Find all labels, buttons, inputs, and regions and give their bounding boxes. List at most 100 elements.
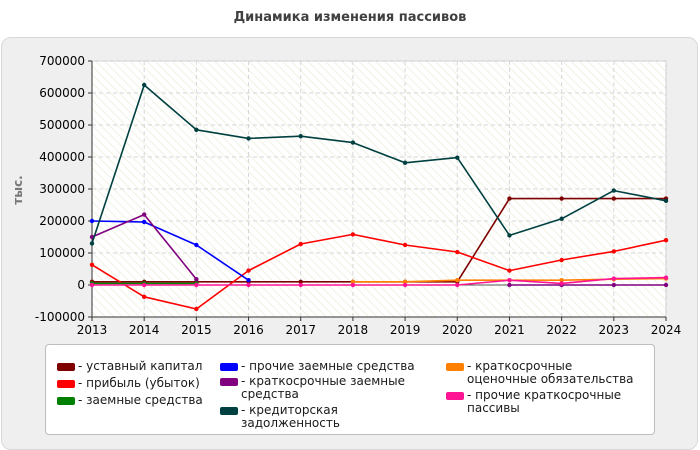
data-point	[455, 278, 460, 283]
data-point	[663, 198, 669, 204]
legend-swatch	[57, 363, 75, 371]
tick-labels: -100000 0 100000 200000 300000 400000 500000 60…	[35, 54, 681, 337]
data-point	[89, 241, 95, 246]
x-tick-label: 2022	[546, 323, 577, 337]
data-point	[89, 262, 95, 268]
data-point	[141, 212, 147, 217]
legend-label: - краткосрочные заемные средства	[241, 374, 405, 401]
x-tick-label: 2018	[338, 323, 369, 337]
legend-swatch	[220, 363, 238, 371]
y-tick-label: 300000	[39, 182, 85, 196]
y-tick-label: 700000	[39, 54, 85, 68]
data-point	[402, 279, 408, 284]
y-tick-label: 100000	[39, 246, 85, 260]
y-axis-label: тыс.	[11, 175, 25, 204]
legend-swatch	[446, 392, 464, 400]
data-point	[663, 275, 669, 280]
data-point	[350, 279, 356, 284]
data-point	[194, 242, 199, 248]
y-tick-label: 400000	[39, 150, 85, 164]
data-point	[559, 196, 564, 201]
legend-item: - уставный капитал	[57, 360, 217, 373]
legend-label: - кредиторская задолженность	[241, 403, 340, 430]
data-point	[611, 196, 617, 201]
y-tick-label: 600000	[39, 86, 85, 100]
legend-swatch	[57, 397, 75, 405]
legend: - уставный капитал - прибыль (убыток) - …	[45, 344, 655, 435]
data-point	[298, 279, 303, 284]
data-point	[611, 188, 617, 193]
data-point	[141, 294, 147, 300]
data-point	[298, 134, 303, 139]
x-tick-label: 2023	[599, 323, 630, 337]
legend-item: - заемные средства	[57, 394, 217, 407]
x-tick-label: 2015	[181, 323, 212, 337]
data-point	[246, 278, 251, 283]
x-tick-label: 2020	[442, 323, 473, 337]
legend-label: - заемные средства	[78, 393, 203, 407]
legend-label: - прочие краткосрочные пассивы	[467, 388, 622, 415]
y-tick-label: 500000	[39, 118, 85, 132]
data-point	[507, 233, 512, 238]
data-point	[298, 241, 303, 247]
data-point	[559, 278, 564, 283]
data-point	[663, 282, 669, 288]
data-point	[611, 282, 617, 288]
legend-item: - кредиторская задолженность	[220, 404, 440, 430]
data-point	[141, 219, 147, 225]
data-point	[611, 276, 617, 281]
legend-item: - прочие краткосрочные пассивы	[446, 389, 646, 415]
legend-label: - прочие заемные средства	[241, 359, 415, 373]
data-point	[507, 282, 512, 288]
x-tick-label: 2021	[494, 323, 525, 337]
data-point	[141, 82, 147, 88]
data-point	[141, 282, 147, 288]
data-point	[89, 218, 95, 224]
y-tick-label: 200000	[39, 214, 85, 228]
data-point	[350, 282, 356, 288]
series-line	[91, 233, 667, 310]
data-point	[194, 277, 199, 282]
x-tick-label: 2016	[233, 323, 264, 337]
x-tick-label: 2014	[129, 323, 160, 337]
data-point	[350, 232, 356, 237]
legend-swatch	[220, 378, 238, 386]
data-point	[194, 282, 199, 288]
legend-label: - уставный капитал	[78, 359, 203, 373]
y-tick-label: 0	[77, 278, 85, 292]
data-point	[663, 238, 669, 243]
data-point	[507, 278, 512, 283]
chart-title: Динамика изменения пассивов	[233, 10, 467, 25]
x-tick-label: 2024	[651, 323, 682, 337]
data-point	[507, 196, 512, 201]
data-point	[194, 127, 199, 132]
data-point	[507, 268, 512, 273]
legend-item: - прибыль (убыток)	[57, 377, 217, 390]
data-point	[559, 216, 564, 221]
legend-label: - прибыль (убыток)	[78, 376, 200, 390]
x-tick-label: 2017	[285, 323, 316, 337]
legend-swatch	[446, 363, 464, 371]
y-tick-label: -100000	[35, 310, 85, 324]
legend-swatch	[220, 407, 238, 415]
data-point	[246, 268, 251, 273]
legend-item: - прочие заемные средства	[220, 360, 420, 373]
x-tick-label: 2013	[77, 323, 108, 337]
data-point	[194, 306, 199, 312]
series-line	[91, 84, 667, 244]
data-point	[402, 242, 408, 248]
data-point	[611, 249, 617, 254]
data-point	[246, 136, 251, 141]
series-line	[91, 220, 249, 281]
data-point	[402, 160, 408, 165]
legend-item: - краткосрочные заемные средства	[220, 375, 420, 401]
data-point	[89, 282, 95, 288]
data-point	[455, 249, 460, 255]
data-point	[455, 282, 460, 288]
legend-item: - краткосрочные оценочные обязательства	[446, 360, 646, 386]
data-point	[559, 257, 564, 263]
legend-label: - краткосрочные оценочные обязательства	[467, 359, 634, 386]
legend-swatch	[57, 380, 75, 388]
data-point	[455, 155, 460, 160]
